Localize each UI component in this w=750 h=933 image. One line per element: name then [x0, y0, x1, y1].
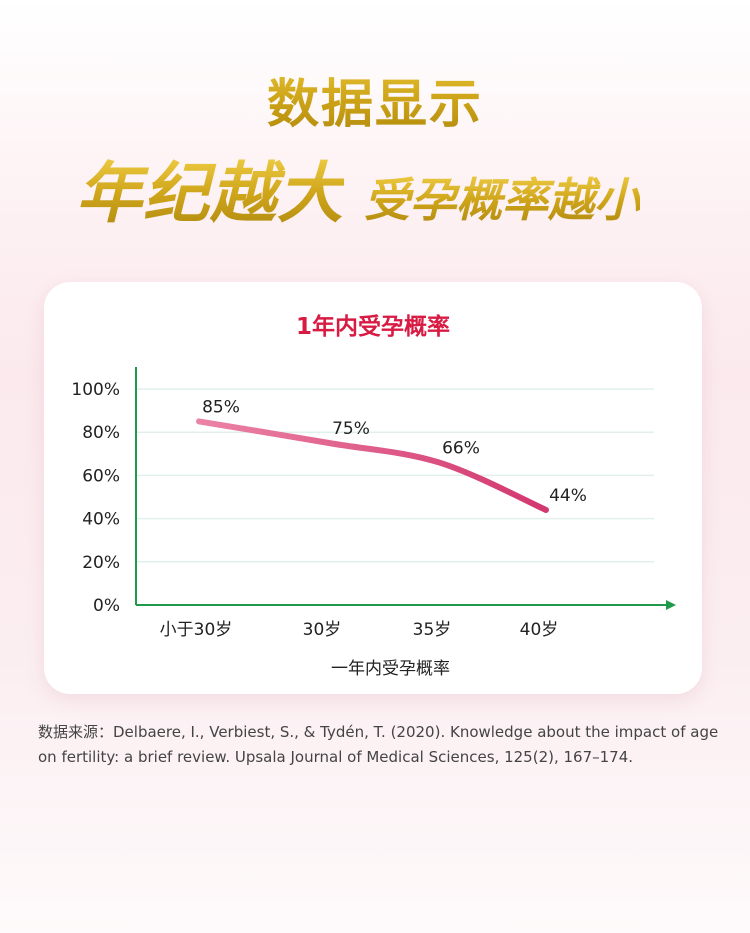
series-line [196, 418, 549, 513]
x-axis-arrow-icon [666, 600, 676, 610]
y-tick-label: 60% [82, 466, 120, 486]
x-tick-label: 小于30岁 [160, 620, 233, 640]
line-chart: 1年内受孕概率 0%20%40%60%80%100% 85%75%66%44% … [71, 313, 676, 679]
headline-main: 年纪越大 受孕概率越小 [76, 140, 696, 236]
chart-title: 1年内受孕概率 [296, 313, 450, 340]
y-tick-label: 80% [82, 423, 120, 443]
headline-probability-smaller: 受孕概率越小 [364, 173, 640, 227]
y-tick-label: 20% [82, 553, 120, 573]
data-label: 75% [332, 419, 370, 439]
legend-label: 一年内受孕概率 [331, 659, 450, 679]
data-label: 85% [202, 397, 240, 417]
headline-data-shows: 数据显示 [0, 62, 750, 137]
chart-card: 1年内受孕概率 0% 20% 40% 60% 80% 100% 85% 75% 66% 44% … [44, 282, 702, 694]
headline-age-older: 年纪越大 [76, 155, 344, 232]
y-tick-label: 100% [71, 380, 120, 400]
y-tick-label: 40% [82, 510, 120, 530]
x-tick-label: 40岁 [520, 620, 559, 640]
x-tick-label: 30岁 [303, 620, 342, 640]
x-tick-label: 35岁 [413, 620, 452, 640]
data-label: 44% [549, 486, 587, 506]
data-label: 66% [442, 438, 480, 458]
source-citation: 数据来源：Delbaere, I., Verbiest, S., & Tydén… [38, 723, 719, 766]
y-tick-label: 0% [93, 596, 120, 616]
